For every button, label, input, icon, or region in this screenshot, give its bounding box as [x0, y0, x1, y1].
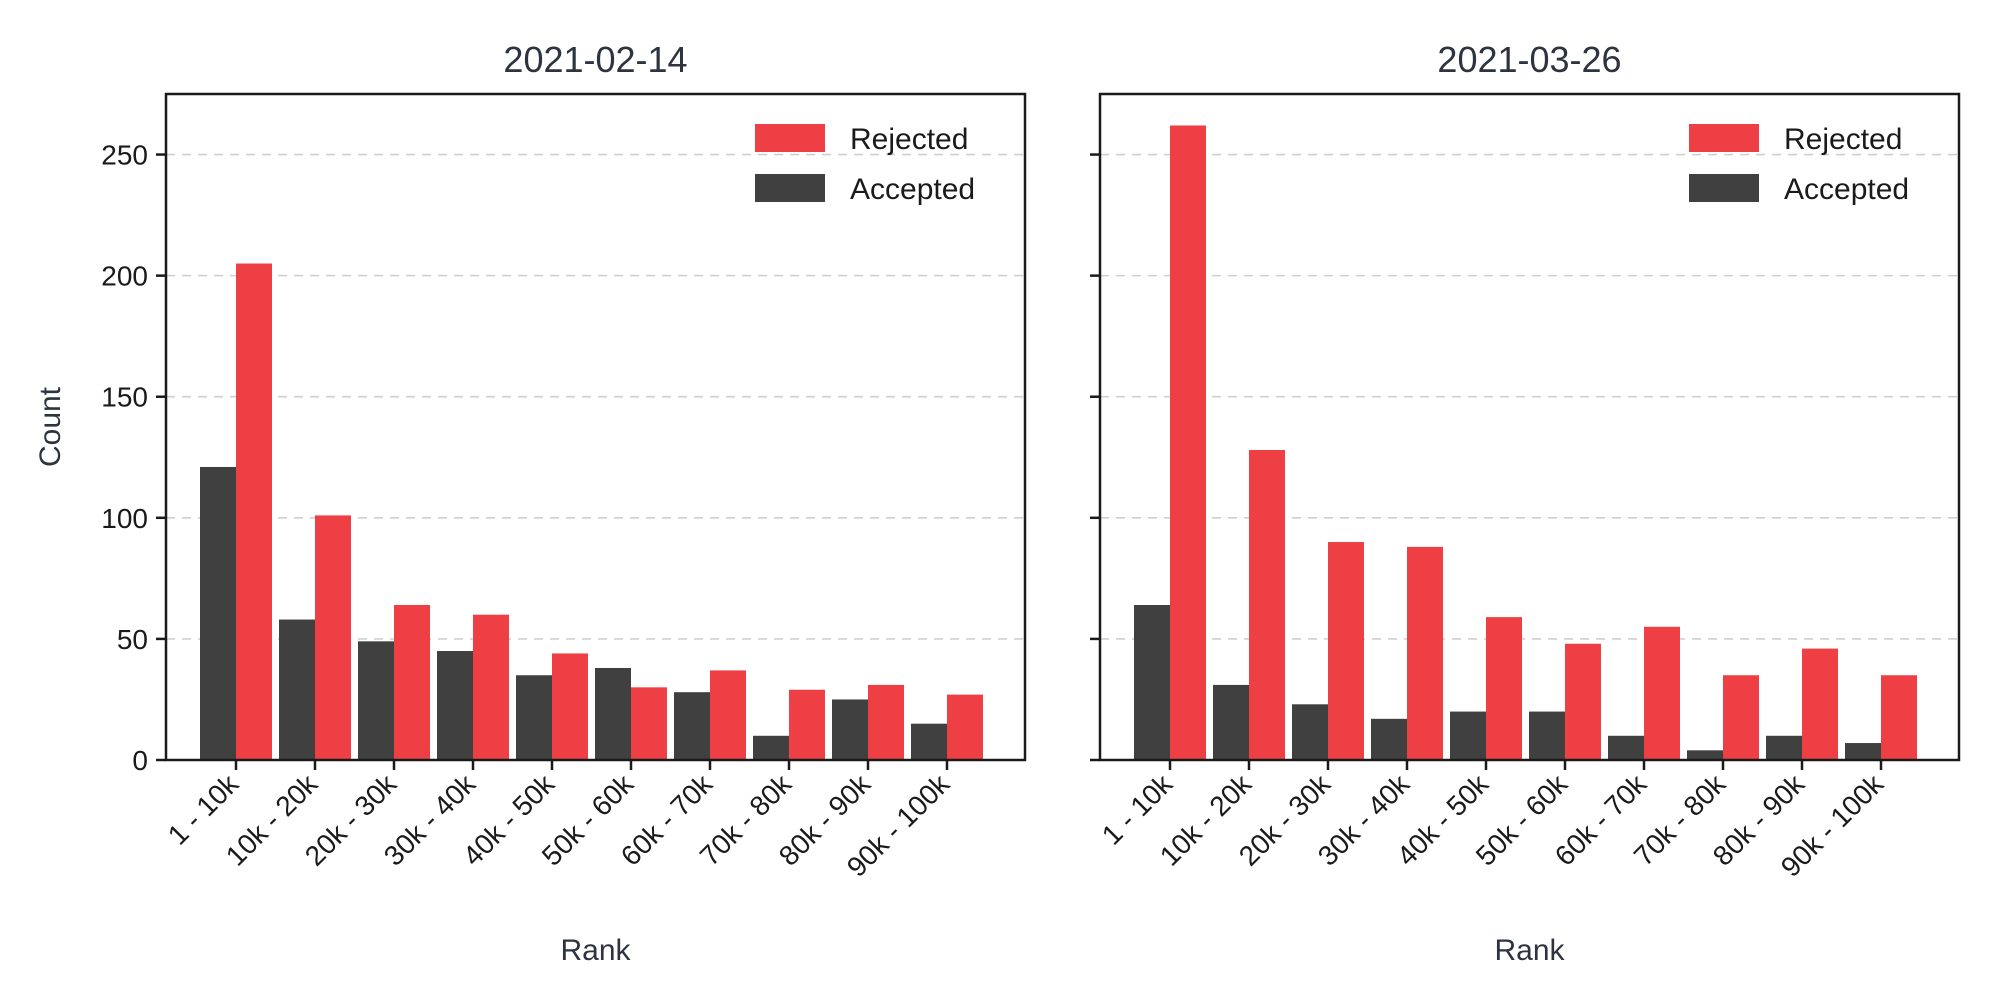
legend-label-accepted: Accepted	[850, 173, 975, 206]
y-tick-label: 150	[101, 382, 148, 413]
y-tick-label: 250	[101, 140, 148, 171]
panel-title: 2021-03-26	[1437, 39, 1621, 80]
bar-accepted	[1608, 735, 1644, 760]
bar-rejected	[1723, 675, 1759, 760]
legend-swatch-rejected	[1689, 124, 1759, 152]
bar-rejected	[1565, 643, 1601, 760]
bar-rejected	[1486, 617, 1522, 760]
bar-rejected	[1802, 648, 1838, 760]
bar-rejected	[473, 614, 509, 760]
legend-label-accepted: Accepted	[1784, 173, 1909, 206]
bar-accepted	[1371, 718, 1407, 760]
bar-rejected	[236, 263, 272, 760]
bar-rejected	[947, 694, 983, 760]
bar-rejected	[868, 684, 904, 760]
bar-accepted	[358, 641, 394, 760]
bar-accepted	[200, 466, 236, 760]
bar-rejected	[1249, 450, 1285, 760]
bar-accepted	[1687, 750, 1723, 760]
bar-accepted	[279, 619, 315, 760]
bar-rejected	[1407, 546, 1443, 760]
bar-accepted	[1766, 735, 1802, 760]
legend: Rejected Accepted	[755, 123, 975, 206]
bar-accepted	[1292, 704, 1328, 760]
bar-accepted	[832, 699, 868, 760]
bar-rejected	[789, 689, 825, 760]
plot-frame	[164, 92, 1027, 762]
bar-accepted	[911, 723, 947, 760]
legend-swatch-accepted	[1689, 174, 1759, 202]
bar-accepted	[1213, 684, 1249, 760]
bar-accepted	[1450, 711, 1486, 760]
bar-accepted	[674, 692, 710, 760]
bar-rejected	[1644, 626, 1680, 760]
bar-rejected	[1328, 542, 1364, 760]
x-axis-label: Rank	[560, 934, 631, 967]
bar-accepted	[595, 667, 631, 760]
legend-swatch-accepted	[755, 174, 825, 202]
bar-accepted	[753, 735, 789, 760]
legend: Rejected Accepted	[1689, 123, 1909, 206]
bar-accepted	[1845, 743, 1881, 760]
x-axis-label: Rank	[1494, 934, 1565, 967]
y-tick-label: 100	[101, 503, 148, 534]
legend-label-rejected: Rejected	[1784, 123, 1902, 156]
bar-accepted	[1529, 711, 1565, 760]
bar-accepted	[516, 675, 552, 760]
bar-rejected	[315, 515, 351, 760]
y-tick-label: 0	[132, 745, 148, 776]
legend-swatch-rejected	[755, 124, 825, 152]
bar-rejected	[552, 653, 588, 760]
y-axis-label: Count	[34, 386, 67, 467]
bar-rejected	[1881, 675, 1917, 760]
legend-label-rejected: Rejected	[850, 123, 968, 156]
bar-rejected	[631, 687, 667, 760]
bar-rejected	[710, 670, 746, 760]
panel-title: 2021-02-14	[503, 39, 687, 80]
y-tick-label: 50	[117, 624, 148, 655]
y-tick-label: 200	[101, 261, 148, 292]
bar-rejected	[1170, 125, 1206, 760]
bar-rejected	[394, 605, 430, 760]
bar-accepted	[437, 651, 473, 760]
bar-accepted	[1134, 605, 1170, 760]
plot-frame	[1098, 92, 1961, 762]
